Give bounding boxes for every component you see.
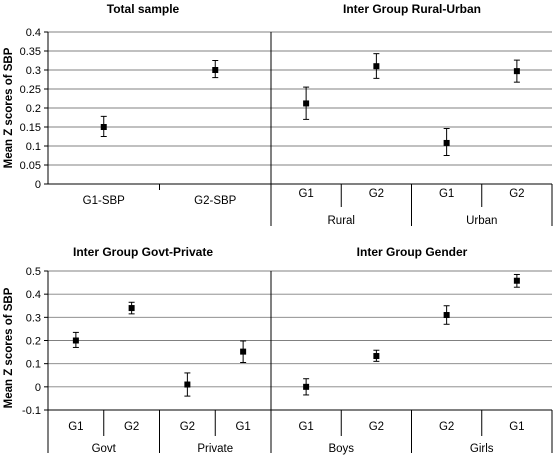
mean-marker bbox=[128, 305, 135, 312]
mean-marker bbox=[373, 63, 380, 70]
data-point bbox=[303, 86, 310, 120]
y-tick-label: -0.1 bbox=[22, 405, 41, 417]
data-point bbox=[240, 340, 247, 364]
category-label: G1-SBP bbox=[83, 195, 126, 207]
y-tick-label: 0.5 bbox=[26, 266, 41, 278]
mean-marker bbox=[184, 381, 191, 388]
y-tick-label: 0.2 bbox=[26, 336, 41, 348]
data-point bbox=[373, 349, 380, 362]
data-point bbox=[128, 301, 135, 315]
data-point bbox=[443, 305, 450, 325]
group-label: Private bbox=[197, 443, 233, 455]
group-label: Girls bbox=[470, 443, 494, 455]
mean-marker bbox=[212, 67, 219, 73]
y-tick-label: 0.1 bbox=[26, 141, 41, 153]
data-point bbox=[513, 273, 520, 288]
y-tick-label: 0.35 bbox=[20, 46, 41, 58]
plots-layer: 0.4 0.35 0.3 0.25 0.2 0.15 0.1 0.05 0 G1-SBP G2-SB… bbox=[20, 27, 553, 455]
data-point bbox=[513, 59, 520, 83]
category-label: G1 bbox=[509, 421, 524, 433]
category-label: G2 bbox=[369, 188, 384, 200]
y-tick-label: 0.2 bbox=[26, 103, 41, 115]
y-tick-label: 0.15 bbox=[20, 122, 41, 134]
y-tick-label: 0.1 bbox=[26, 359, 41, 371]
panel-title-gender: Inter Group Gender bbox=[357, 245, 468, 259]
y-axis-label-top: Mean Z scores of SBP bbox=[3, 47, 15, 168]
category-label: G1 bbox=[298, 188, 313, 200]
category-label: G2-SBP bbox=[194, 195, 237, 207]
data-point bbox=[184, 372, 191, 397]
panel-title-total-sample: Total sample bbox=[107, 2, 180, 16]
y-tick-label: 0.4 bbox=[26, 27, 41, 39]
panel-title-rural-urban: Inter Group Rural-Urban bbox=[343, 2, 481, 16]
mean-marker bbox=[72, 337, 79, 344]
category-label: G2 bbox=[369, 421, 384, 433]
panel-2: G1 G2 G1 G2 Rural Urban bbox=[270, 31, 553, 227]
mean-marker bbox=[303, 383, 310, 390]
y-tick-label: 0.05 bbox=[20, 160, 41, 172]
data-point bbox=[443, 128, 450, 156]
category-label: G1 bbox=[235, 421, 250, 433]
group-label: Boys bbox=[328, 443, 354, 455]
group-label: Rural bbox=[328, 215, 355, 227]
category-label: G1 bbox=[68, 421, 83, 433]
data-point bbox=[212, 60, 219, 79]
panel-1: 0.4 0.35 0.3 0.25 0.2 0.15 0.1 0.05 0 G1-SBP G2-SB… bbox=[20, 27, 272, 207]
mean-marker bbox=[100, 124, 107, 130]
category-label: G1 bbox=[439, 188, 454, 200]
group-label: Urban bbox=[466, 215, 497, 227]
y-axis-label-bottom: Mean Z scores of SBP bbox=[3, 287, 15, 408]
mean-marker bbox=[240, 348, 247, 355]
y-tick-label: 0.3 bbox=[26, 65, 41, 77]
mean-marker bbox=[443, 139, 450, 146]
y-tick-label: 0.25 bbox=[20, 84, 41, 96]
y-tick-label: 0 bbox=[35, 179, 41, 191]
panel-4: G1 G2 G2 G1 Boys Girls bbox=[270, 270, 553, 455]
mean-marker bbox=[513, 277, 520, 284]
mean-marker bbox=[303, 100, 310, 107]
category-label: G2 bbox=[509, 188, 524, 200]
data-point bbox=[303, 378, 310, 396]
mean-marker bbox=[373, 353, 380, 360]
panel-title-govt-private: Inter Group Govt-Private bbox=[73, 245, 213, 259]
category-label: G2 bbox=[439, 421, 454, 433]
mean-marker bbox=[443, 312, 450, 319]
data-point bbox=[373, 53, 380, 79]
mean-marker bbox=[513, 68, 520, 75]
y-tick-label: 0.4 bbox=[26, 289, 41, 301]
category-label: G2 bbox=[180, 421, 195, 433]
data-point bbox=[72, 331, 79, 348]
y-tick-label: 0.3 bbox=[26, 312, 41, 324]
y-tick-label: 0 bbox=[35, 382, 41, 394]
category-label: G1 bbox=[298, 421, 313, 433]
data-point bbox=[100, 115, 107, 137]
category-label: G2 bbox=[124, 421, 139, 433]
panel-3: 0.5 0.4 0.3 0.2 0.1 0 -0.1 G1 G2 G2 G1 Govt Private bbox=[22, 266, 272, 455]
group-label: Govt bbox=[92, 443, 117, 455]
